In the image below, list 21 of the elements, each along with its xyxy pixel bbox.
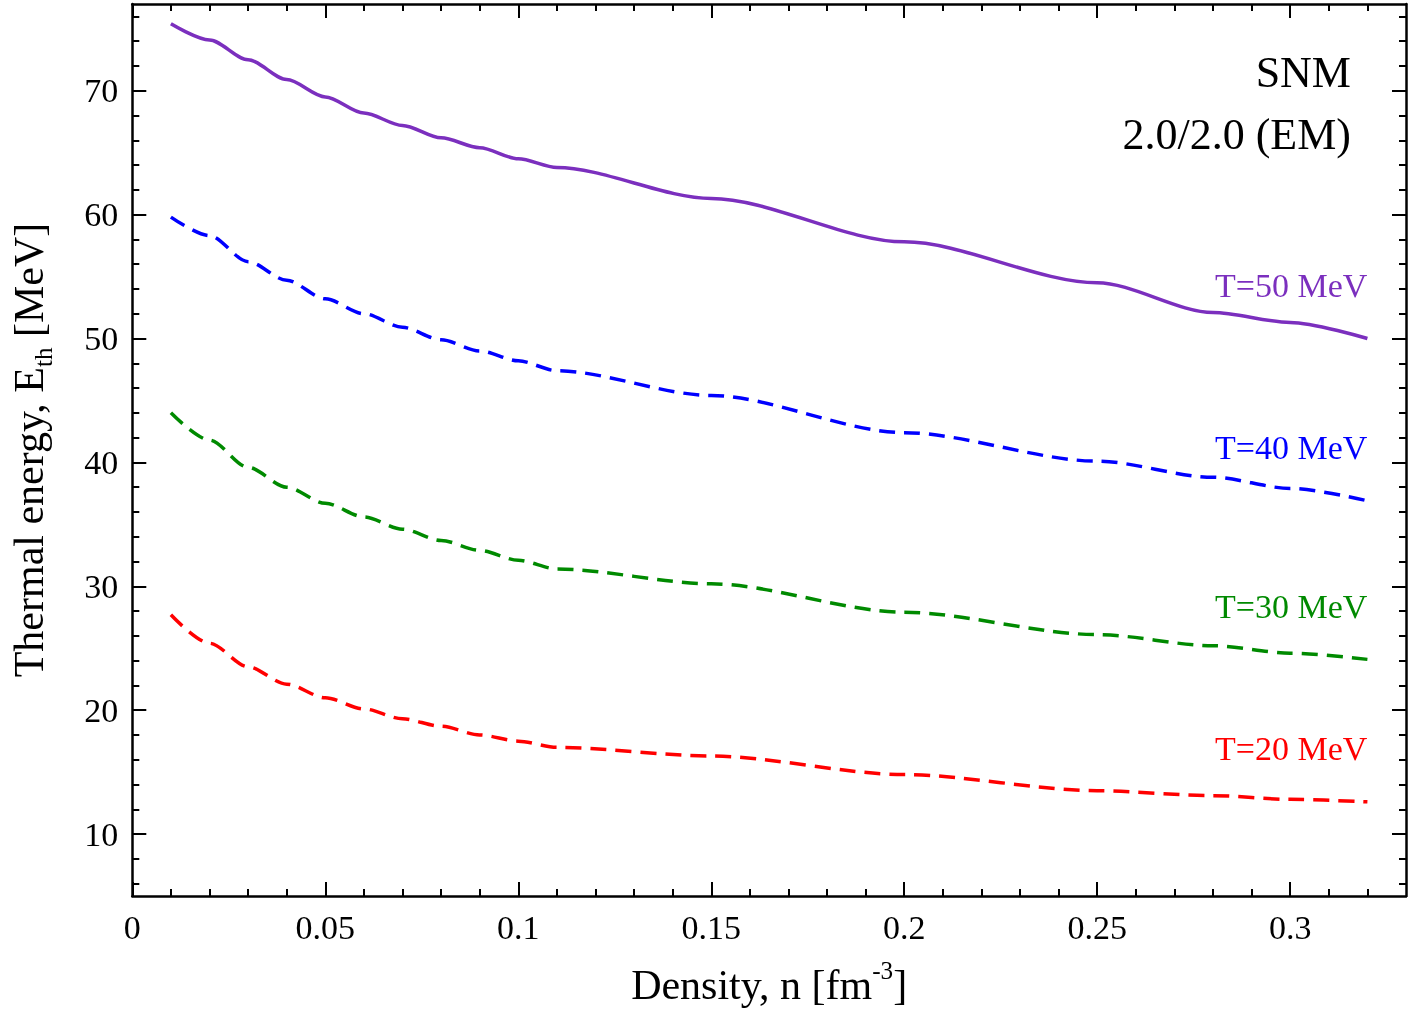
y-tick-label: 70 — [84, 72, 119, 110]
y-tick-label: 10 — [84, 815, 119, 853]
series-label: T=20 MeV — [1215, 730, 1368, 768]
series-label: T=30 MeV — [1215, 587, 1368, 625]
x-tick-label: 0.15 — [681, 908, 741, 946]
y-tick-label: 40 — [84, 443, 119, 481]
y-axis-title: Thermal energy, Eth [MeV] — [6, 222, 58, 678]
x-tick-label: 0.1 — [497, 908, 540, 946]
x-tick-label: 0.25 — [1067, 908, 1127, 946]
series-label: T=50 MeV — [1215, 267, 1368, 304]
x-tick-label: 0.05 — [295, 908, 356, 946]
y-tick-label: 60 — [84, 196, 119, 234]
x-tick-label: 0.2 — [882, 908, 926, 946]
y-tick-label: 20 — [84, 691, 119, 729]
y-tick-label: 30 — [84, 567, 119, 605]
x-tick-label: 0.3 — [1268, 908, 1312, 946]
series-label: T=40 MeV — [1215, 429, 1368, 467]
x-tick-label: 0 — [123, 908, 141, 946]
y-tick-label: 50 — [84, 320, 119, 357]
annotation: 2.0/2.0 (EM) — [1122, 109, 1351, 159]
annotation: SNM — [1255, 47, 1351, 97]
